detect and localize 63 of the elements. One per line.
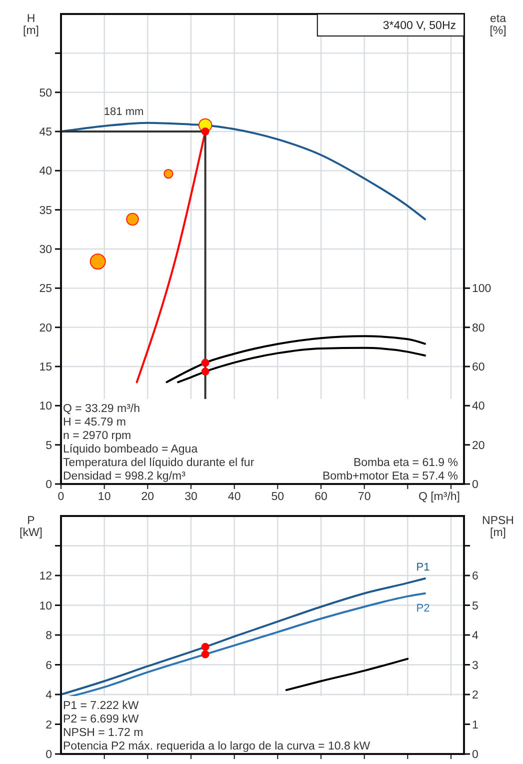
y-tick-label: 25 <box>39 283 52 296</box>
x-tick-label: 40 <box>228 491 241 503</box>
y-tick-label: 40 <box>39 166 52 178</box>
y-tick-label: 5 <box>46 440 52 452</box>
line-series <box>166 335 426 384</box>
annotation: Bomb+motor Eta = 57.4 % <box>322 470 458 482</box>
y2-axis-title: NPSH [m] <box>482 515 514 539</box>
y-axis-title: P [kW] <box>20 515 42 539</box>
y2-tick-label: 6 <box>472 570 478 582</box>
y-tick-label: 12 <box>39 570 52 582</box>
y-tick-label: 45 <box>39 126 52 138</box>
y-tick-label: 30 <box>39 244 52 256</box>
y-tick-label: 35 <box>39 204 52 217</box>
x-tick-label: 60 <box>314 491 328 503</box>
y-tick-label: 8 <box>46 630 52 642</box>
y-tick-label: 4 <box>46 690 53 702</box>
x-tick-label: 10 <box>98 491 111 503</box>
y2-tick-label: 60 <box>472 362 485 374</box>
y-tick-label: 50 <box>39 87 52 100</box>
annotation: Líquido bombeado = Agua <box>63 444 198 456</box>
series-label: 181 mm <box>104 106 144 118</box>
series-label: P1 <box>416 561 430 574</box>
y2-axis-title: eta [%] <box>490 13 507 37</box>
annotation: H = 45.79 m <box>63 416 126 428</box>
y-tick-label: 6 <box>46 660 52 672</box>
y2-tick-label: 80 <box>472 322 485 334</box>
annotation: Potencia P2 máx. requerida a lo largo de la curva = 10.8 kW <box>63 740 370 752</box>
line-series <box>177 346 426 384</box>
y2-tick-label: 1 <box>472 719 478 732</box>
annotation: NPSH = 1.72 m <box>63 727 144 739</box>
x-tick-label: 30 <box>184 491 198 503</box>
x-axis-title: Q [m³/h] <box>418 491 460 503</box>
y-tick-label: 2 <box>46 719 52 732</box>
y-tick-label: 0 <box>46 479 52 491</box>
x-tick-label: 70 <box>358 491 371 503</box>
y2-tick-label: 3 <box>472 660 478 672</box>
y2-tick-label: 4 <box>472 630 479 642</box>
y2-tick-label: 0 <box>472 749 478 761</box>
y2-tick-label: 0 <box>472 479 478 491</box>
x-tick-label: 50 <box>271 491 284 503</box>
y-tick-label: 10 <box>39 400 52 413</box>
annotation: Bomba eta = 61.9 % <box>353 457 458 469</box>
annotation: Densidad = 998.2 kg/m³ <box>63 470 186 482</box>
y2-tick-label: 2 <box>472 690 478 702</box>
y-tick-label: 15 <box>39 362 52 374</box>
y2-tick-label: 20 <box>472 440 485 452</box>
y2-tick-label: 100 <box>472 283 492 296</box>
y-axis-title: H [m] <box>23 13 39 37</box>
x-tick-label: 20 <box>141 491 154 503</box>
y2-tick-label: 5 <box>472 600 478 612</box>
y2-tick-label: 40 <box>472 400 485 413</box>
annotation: Q = 33.29 m³/h <box>63 403 140 415</box>
y-tick-label: 10 <box>39 600 52 612</box>
text: 3*400 V, 50Hz <box>382 20 456 32</box>
annotation: P2 = 6.699 kW <box>63 714 139 726</box>
series-label: P2 <box>416 602 430 614</box>
line-series <box>285 658 409 692</box>
annotation: n = 2970 rpm <box>63 430 132 442</box>
x-tick-label: 0 <box>58 491 64 503</box>
y-tick-label: 0 <box>46 749 52 761</box>
annotation: P1 = 7.222 kW <box>63 700 139 712</box>
y-tick-label: 20 <box>39 322 52 334</box>
annotation: Temperatura del líquido durante el fur <box>63 457 254 469</box>
